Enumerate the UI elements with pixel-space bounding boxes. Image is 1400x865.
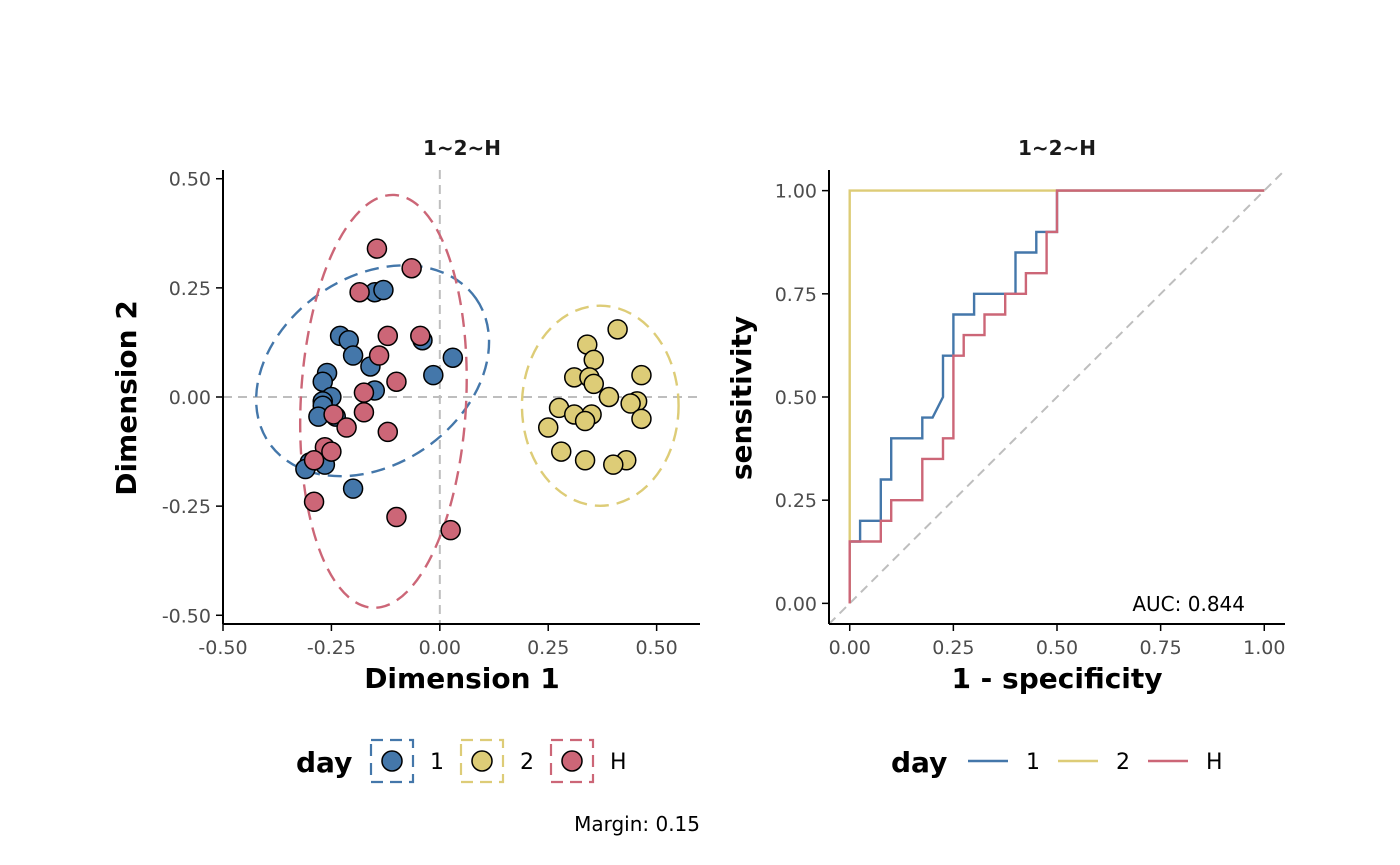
point-group-1 <box>342 478 364 499</box>
point-group-H <box>386 506 407 528</box>
mds-x-tick-label: -0.50 <box>198 637 247 659</box>
mds-reference-lines <box>223 170 700 624</box>
point-group-2 <box>574 410 596 432</box>
mds-legend-key-1: 1 <box>369 738 444 784</box>
roc-curve-group-1 <box>848 189 1265 604</box>
roc-panel-title: 1~2~H <box>1018 136 1096 160</box>
ellipse-group-2 <box>520 304 680 508</box>
mds-y-tick-label: 0.00 <box>169 387 211 409</box>
roc-y-tick-label: 0.25 <box>775 490 817 512</box>
mds-y-axis-title: Dimension 2 <box>110 300 143 496</box>
mds-ellipses <box>254 193 680 609</box>
point-group-2 <box>574 450 596 471</box>
roc-y-tick-label: 0.50 <box>775 387 817 409</box>
roc-x-axis-title: 1 - specificity <box>951 662 1162 695</box>
legend-ellipse-key-1 <box>369 738 415 784</box>
ellipse-group-H <box>298 193 468 609</box>
point-group-2 <box>631 408 652 430</box>
point-group-1 <box>373 279 394 301</box>
mds-legend: day 1 2 H <box>296 738 627 784</box>
legend-point-key-H <box>561 750 583 772</box>
point-group-1 <box>442 347 464 368</box>
roc-x-tick-label: 0.25 <box>932 637 974 659</box>
point-group-H <box>303 491 325 513</box>
margin-annotation: Margin: 0.15 <box>574 812 700 836</box>
point-group-2 <box>550 441 572 462</box>
legend-label-H: H <box>610 750 627 775</box>
mds-y-tick-label: 0.50 <box>169 169 211 191</box>
roc-axes: 0.00 0.25 0.50 0.75 1.00 0.00 0.25 0.50 0.75 1.00 <box>775 170 1285 659</box>
point-group-H <box>401 257 422 279</box>
roc-x-tick-label: 1.00 <box>1243 637 1285 659</box>
mds-x-tick-label: -0.25 <box>307 637 356 659</box>
legend-ellipse-key-H <box>549 738 595 784</box>
mds-scatter-panel: 1~2~H -0.50 -0.25 0.00 0.25 0.50 -0.50 -0.25 0.… <box>110 136 700 695</box>
point-group-2 <box>631 364 652 386</box>
mds-legend-key-2: 2 <box>459 738 534 784</box>
point-group-H <box>386 371 407 392</box>
roc-legend-label-2: 2 <box>1116 750 1130 775</box>
roc-curve-group-H <box>848 189 1265 604</box>
point-group-H <box>336 417 357 438</box>
roc-x-tick-label: 0.00 <box>829 637 871 659</box>
point-group-H <box>377 325 399 347</box>
point-group-1 <box>342 345 364 366</box>
mds-axes: -0.50 -0.25 0.00 0.25 0.50 -0.50 -0.25 0.00 0.25… <box>162 169 700 659</box>
point-group-H <box>349 281 370 303</box>
point-group-H <box>410 325 431 347</box>
roc-lines <box>848 189 1265 604</box>
roc-y-tick-label: 1.00 <box>775 181 817 203</box>
mds-x-axis-title: Dimension 1 <box>364 662 560 695</box>
legend-point-key-2 <box>471 750 493 772</box>
point-group-2 <box>603 454 624 475</box>
point-group-H <box>353 382 375 403</box>
roc-diagonal-line <box>828 169 1286 625</box>
point-group-H <box>440 519 461 541</box>
mds-y-tick-label: -0.25 <box>162 496 211 518</box>
roc-y-tick-label: 0.00 <box>775 593 817 615</box>
point-group-H <box>323 404 344 425</box>
point-group-2 <box>598 386 620 408</box>
mds-points <box>295 238 652 541</box>
roc-legend-label-H: H <box>1206 750 1223 775</box>
roc-legend-title: day <box>891 746 947 779</box>
roc-x-tick-label: 0.75 <box>1139 637 1181 659</box>
legend-point-key-1 <box>381 750 403 772</box>
point-group-2 <box>537 417 559 438</box>
point-group-H <box>377 421 399 443</box>
roc-chance-diagonal <box>828 169 1286 625</box>
mds-legend-title: day <box>296 746 352 779</box>
point-group-H <box>303 450 325 471</box>
auc-annotation: AUC: 0.844 <box>1132 592 1245 616</box>
mds-x-tick-label: 0.25 <box>527 637 569 659</box>
point-group-H <box>366 238 388 259</box>
point-group-2 <box>583 373 605 395</box>
legend-label-2: 2 <box>520 750 534 775</box>
roc-legend-label-1: 1 <box>1026 750 1040 775</box>
point-group-2 <box>583 349 605 371</box>
roc-x-tick-label: 0.50 <box>1036 637 1078 659</box>
legend-ellipse-key-2 <box>459 738 505 784</box>
mds-panel-title: 1~2~H <box>423 136 501 160</box>
point-group-H <box>368 345 390 366</box>
point-group-H <box>353 402 375 423</box>
point-group-2 <box>620 393 641 414</box>
roc-panel: 1~2~H 0.00 0.25 0.50 0.75 1.000.000.250.500.… <box>725 136 1286 695</box>
legend-label-1: 1 <box>430 750 444 775</box>
mds-y-tick-label: -0.50 <box>162 605 211 627</box>
roc-legend: day 1 2 H <box>891 746 1223 779</box>
point-group-2 <box>607 319 628 340</box>
roc-y-tick-label: 0.75 <box>775 284 817 306</box>
ellipse-group-1 <box>254 264 491 478</box>
point-group-1 <box>423 364 444 386</box>
mds-legend-key-H: H <box>549 738 627 784</box>
mds-x-tick-label: 0.00 <box>419 637 461 659</box>
roc-y-axis-title: sensitivity <box>725 316 758 480</box>
mds-x-tick-label: 0.50 <box>635 637 677 659</box>
mds-y-tick-label: 0.25 <box>169 278 211 300</box>
point-group-H <box>321 441 342 462</box>
